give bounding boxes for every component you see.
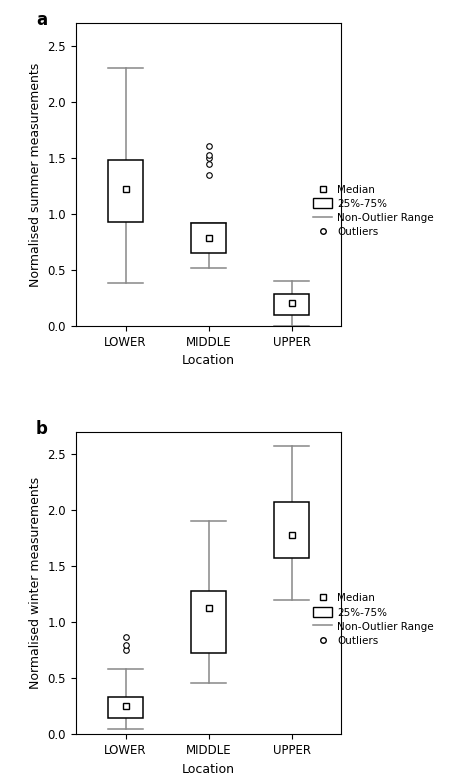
Y-axis label: Normalised winter measurements: Normalised winter measurements bbox=[29, 477, 42, 689]
Bar bbox=[274, 295, 309, 315]
Text: a: a bbox=[36, 11, 47, 29]
Bar bbox=[274, 502, 309, 558]
Text: b: b bbox=[36, 420, 48, 438]
Legend: Median, 25%-75%, Non-Outlier Range, Outliers: Median, 25%-75%, Non-Outlier Range, Outl… bbox=[310, 181, 437, 240]
Bar bbox=[108, 697, 143, 717]
Bar bbox=[191, 591, 226, 652]
Legend: Median, 25%-75%, Non-Outlier Range, Outliers: Median, 25%-75%, Non-Outlier Range, Outl… bbox=[310, 590, 437, 649]
Y-axis label: Normalised summer measurements: Normalised summer measurements bbox=[29, 63, 42, 287]
Bar bbox=[191, 223, 226, 253]
X-axis label: Location: Location bbox=[182, 763, 235, 773]
X-axis label: Location: Location bbox=[182, 354, 235, 367]
Bar bbox=[108, 160, 143, 222]
